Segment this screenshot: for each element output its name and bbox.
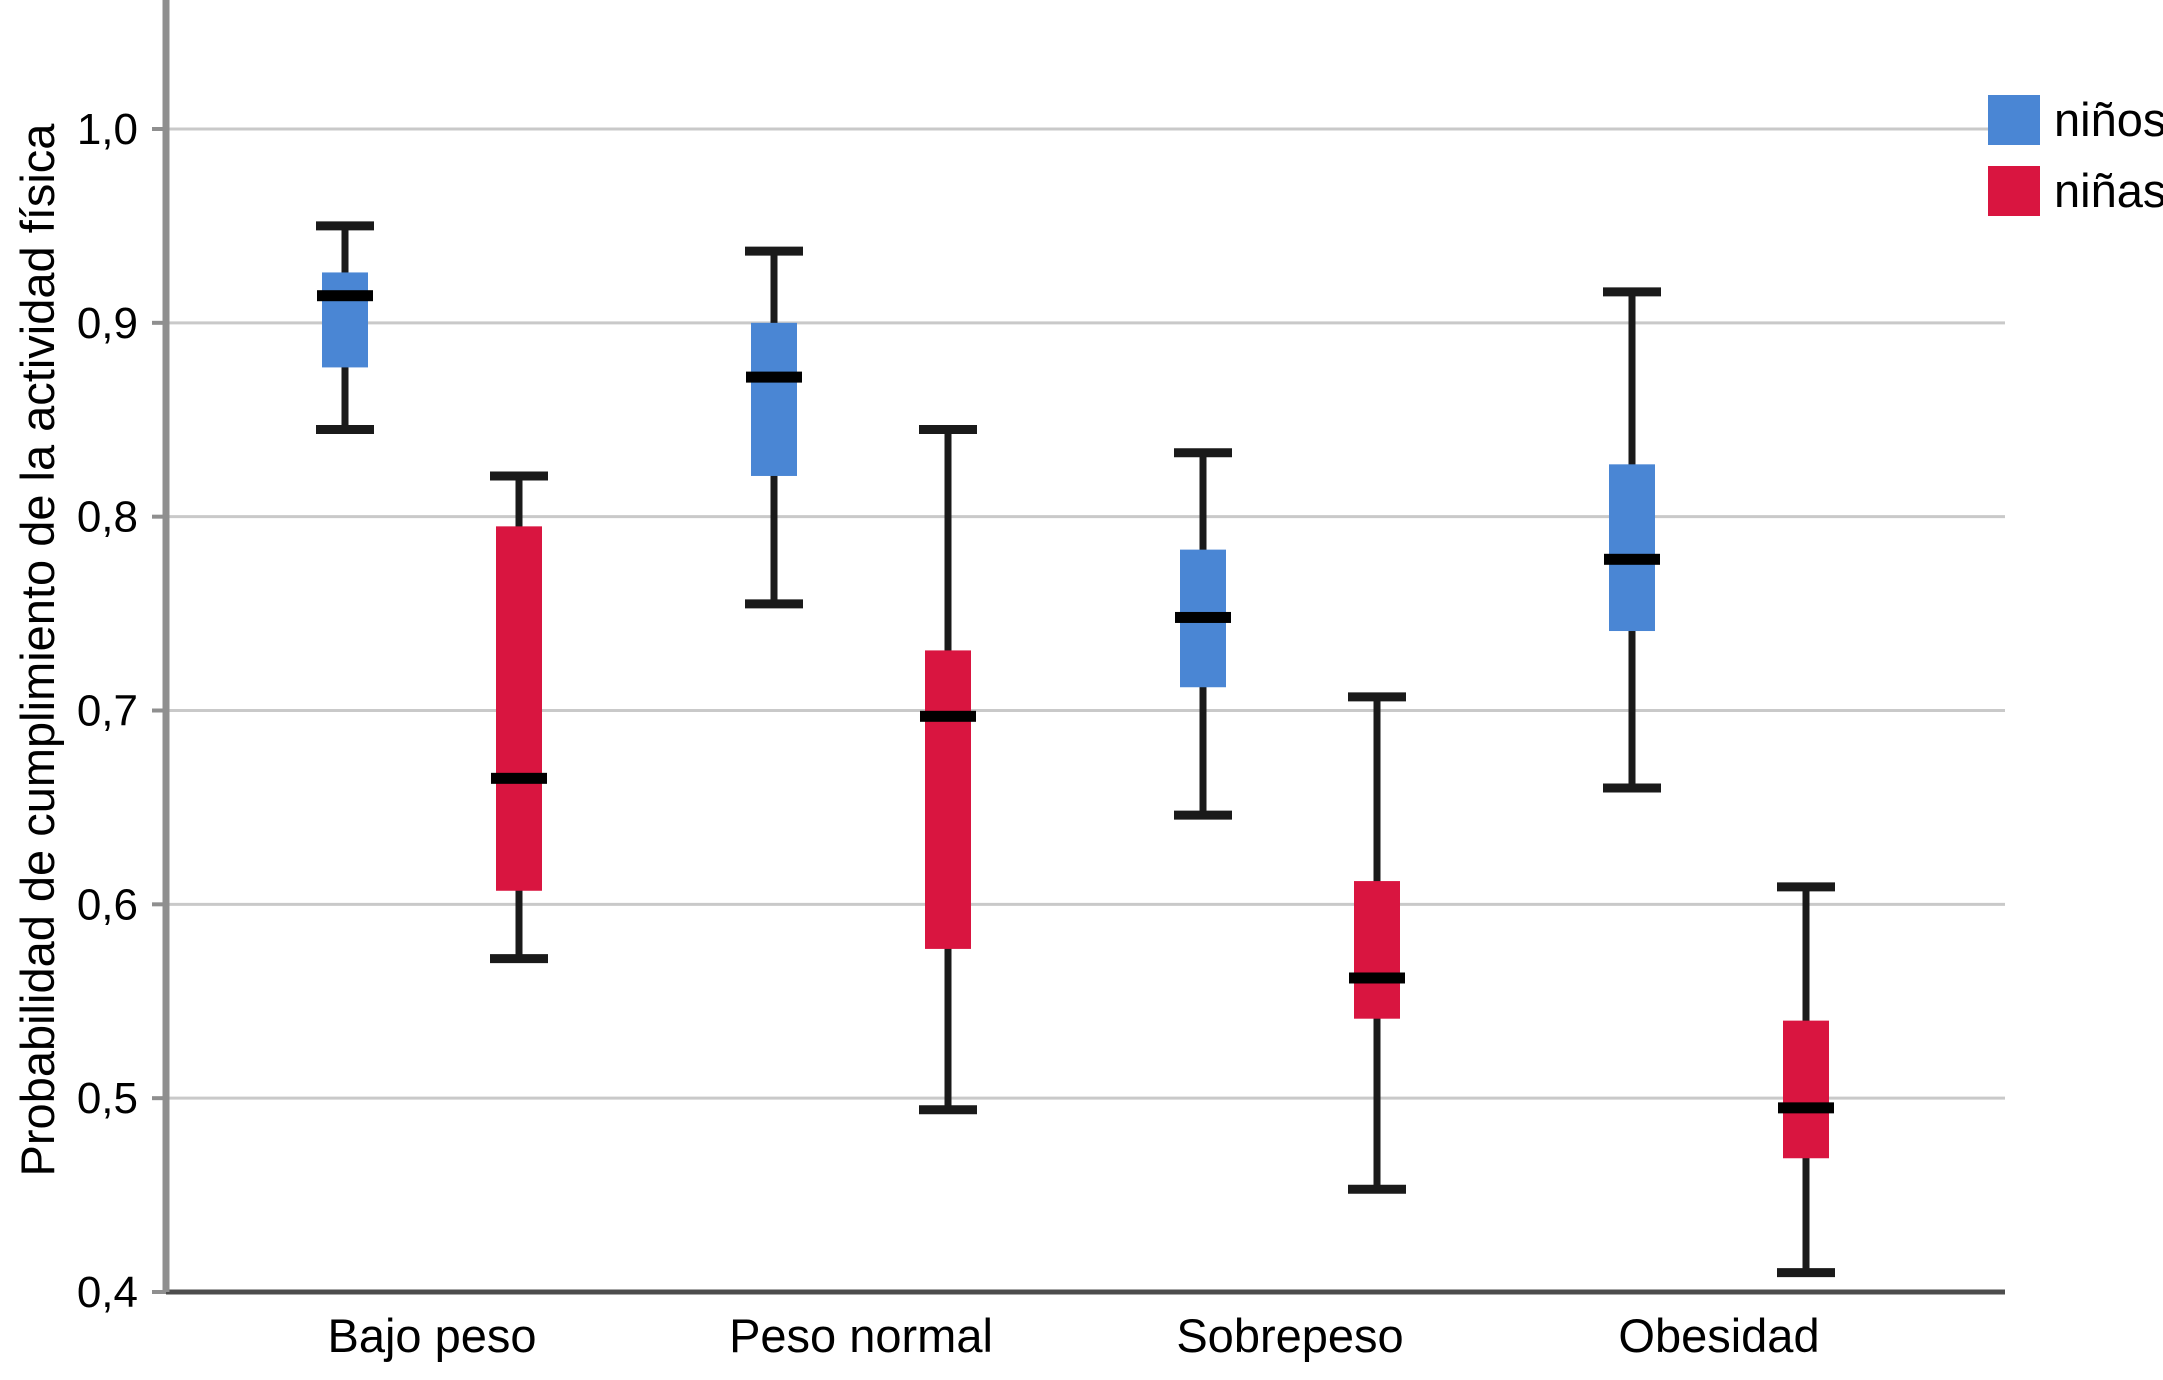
iqr-box [322, 272, 368, 368]
median-line [746, 371, 802, 383]
median-line [920, 710, 976, 722]
legend: niños niñas [1988, 92, 2163, 218]
x-tick-label-sobrepeso: Sobrepeso [1176, 1309, 1403, 1362]
boxplot-ninos-bajo-peso [316, 221, 374, 434]
boxplot-ninas-sobrepeso [1348, 692, 1406, 1194]
y-tick-label: 0,5 [77, 1074, 138, 1123]
legend-label-ninas: niñas [2054, 164, 2163, 217]
legend-item-ninas: niñas [1988, 163, 2163, 218]
iqr-box [496, 526, 542, 891]
y-tick-label: 0,7 [77, 687, 138, 736]
y-tick-label: 0,9 [77, 299, 138, 348]
x-tick-label-bajo-peso: Bajo peso [327, 1309, 536, 1362]
median-line [1349, 972, 1405, 984]
boxplot-ninos-obesidad [1603, 287, 1661, 793]
median-line [317, 290, 373, 302]
boxplot-ninos-sobrepeso [1174, 448, 1232, 820]
median-line [1778, 1102, 1834, 1114]
boxplot-ninas-peso-normal [919, 424, 977, 1115]
legend-swatch-ninas-icon [1988, 165, 2040, 216]
y-tick-label: 0,4 [77, 1268, 138, 1317]
x-tick-label-peso-normal: Peso normal [729, 1309, 993, 1362]
iqr-box [1609, 464, 1655, 632]
legend-item-ninos: niños [1988, 92, 2163, 147]
boxplot-ninas-bajo-peso [490, 471, 548, 964]
iqr-box [1783, 1020, 1829, 1159]
y-tick-label: 0,8 [77, 493, 138, 542]
boxplot-ninas-obesidad [1777, 882, 1835, 1278]
iqr-box [925, 650, 971, 949]
median-line [1175, 611, 1231, 623]
boxplot-ninos-peso-normal [745, 246, 803, 609]
legend-label-ninos: niños [2054, 93, 2163, 146]
y-tick-label: 0,6 [77, 880, 138, 929]
median-line [1604, 553, 1660, 565]
median-line [491, 772, 547, 784]
legend-swatch-ninos-icon [1988, 94, 2040, 145]
y-tick-label: 1,0 [77, 105, 138, 154]
iqr-box [1354, 881, 1400, 1019]
iqr-box [751, 322, 797, 476]
y-axis-title: Probabilidad de cumplimiento de la activ… [11, 123, 64, 1177]
x-tick-label-obesidad: Obesidad [1618, 1309, 1819, 1362]
